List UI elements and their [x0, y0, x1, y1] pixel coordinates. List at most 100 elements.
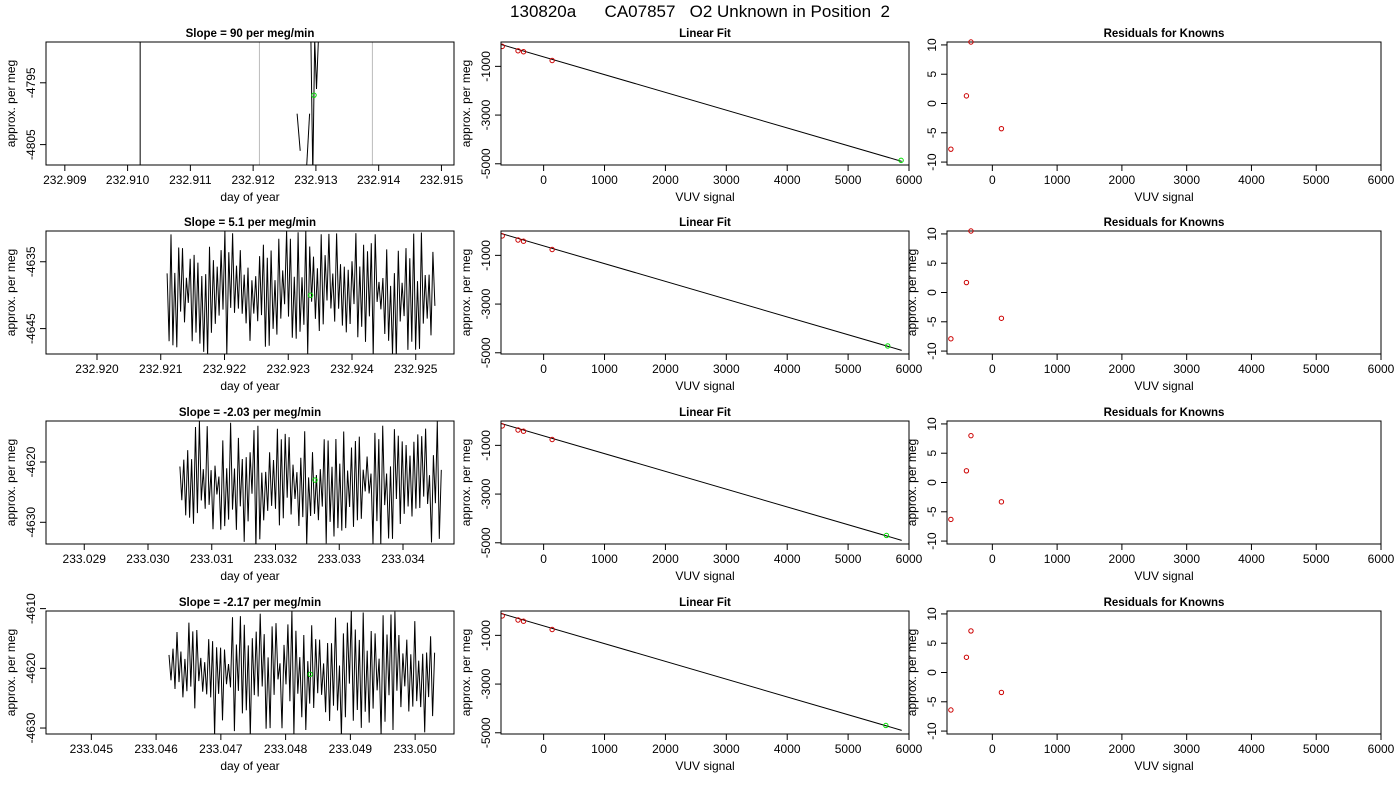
x-tick-label: 233.034 — [381, 552, 425, 566]
x-axis-label: VUV signal — [1134, 569, 1193, 583]
known-point — [520, 49, 527, 55]
y-tick-label: 10 — [925, 417, 939, 431]
residual-point — [968, 628, 974, 634]
x-tick-label: 2000 — [1109, 552, 1136, 566]
x-tick-label: 232.910 — [106, 173, 150, 187]
x-tick-label: 2000 — [652, 742, 679, 756]
y-tick-label: 0 — [925, 289, 939, 296]
fit-line — [501, 422, 902, 541]
fit-line — [501, 612, 902, 731]
y-tick-label: -4620 — [24, 653, 38, 684]
x-tick-label: 6000 — [896, 552, 923, 566]
plot-frame — [45, 420, 455, 545]
x-tick-label: 5000 — [835, 362, 862, 376]
x-tick-label: 233.045 — [70, 742, 114, 756]
known-point — [515, 237, 521, 243]
panel-title: Linear Fit — [679, 407, 731, 419]
panel-title: Slope = 90 per meg/min — [186, 28, 315, 40]
x-tick-label: 1000 — [1044, 552, 1071, 566]
x-tick-label: 3000 — [713, 173, 740, 187]
plot-area — [168, 611, 436, 734]
known-point — [501, 613, 505, 619]
unknown-point — [307, 671, 313, 677]
x-tick-label: 6000 — [1368, 742, 1395, 756]
residual-point — [948, 336, 954, 342]
x-axis-label: day of year — [220, 379, 279, 393]
y-axis-label: approx. per meg — [905, 249, 919, 336]
x-tick-label: 2000 — [652, 173, 679, 187]
unknown-point — [311, 92, 317, 98]
plot-frame — [45, 610, 455, 735]
panel-linear-fit-row-1: Linear Fit 0 1000 2000 3000 4000 5000 6000 -1000… — [459, 28, 923, 204]
x-tick-label: 6000 — [896, 173, 923, 187]
residual-point — [998, 315, 1005, 321]
unknown-point — [312, 477, 318, 483]
x-tick-label: 3000 — [1173, 552, 1200, 566]
y-tick-label: -3000 — [479, 99, 493, 130]
known-point — [549, 626, 555, 633]
y-tick-label: -5 — [925, 506, 939, 517]
x-tick-label: 3000 — [1173, 742, 1200, 756]
x-tick-label: 232.923 — [267, 362, 311, 376]
x-tick-label: 5000 — [835, 173, 862, 187]
residual-point — [963, 468, 970, 474]
residual-point — [968, 228, 974, 234]
y-axis-label: approx. per meg — [4, 249, 18, 336]
y-tick-label: -10 — [925, 342, 939, 360]
y-tick-label: -4645 — [24, 313, 38, 344]
x-tick-label: 6000 — [1368, 552, 1395, 566]
x-tick-label: 0 — [540, 552, 547, 566]
y-tick-label: -4635 — [24, 246, 38, 277]
x-tick-label: 1000 — [1044, 173, 1071, 187]
y-axis-label: approx. per meg — [4, 629, 18, 716]
x-tick-label: 3000 — [713, 362, 740, 376]
panel-residuals-row-4: Residuals for Knowns 0 1000 2000 3000 4000 500… — [905, 597, 1395, 773]
residual-point — [948, 516, 954, 523]
x-axis-label: day of year — [220, 569, 279, 583]
x-axis-label: day of year — [220, 759, 279, 773]
panel-title: Linear Fit — [679, 28, 731, 40]
x-axis-label: VUV signal — [1134, 190, 1193, 204]
y-tick-label: -5000 — [479, 148, 493, 179]
x-tick-label: 4000 — [774, 173, 801, 187]
signal-trace — [310, 42, 319, 165]
x-tick-label: 4000 — [1238, 173, 1265, 187]
known-point — [549, 436, 555, 443]
x-tick-label: 233.029 — [63, 552, 107, 566]
x-tick-label: 233.050 — [393, 742, 437, 756]
x-axis-label: VUV signal — [675, 569, 734, 583]
x-tick-label: 0 — [540, 742, 547, 756]
y-tick-label: 0 — [925, 100, 939, 107]
signal-trace — [166, 231, 436, 354]
panel-title: Slope = -2.03 per meg/min — [179, 407, 321, 419]
panel-linear-fit-row-4: Linear Fit 0 1000 2000 3000 4000 5000 6000 -1000… — [459, 597, 923, 773]
y-axis-label: approx. per meg — [905, 629, 919, 716]
plot-area — [501, 612, 902, 731]
x-tick-label: 232.915 — [420, 173, 464, 187]
x-axis-label: VUV signal — [675, 759, 734, 773]
panel-title: Residuals for Knowns — [1104, 597, 1225, 609]
signal-trace — [179, 421, 442, 544]
plot-area — [179, 421, 442, 544]
unknown-point — [883, 722, 889, 729]
fit-line — [501, 232, 902, 351]
panel-title: Linear Fit — [679, 597, 731, 609]
signal-trace — [168, 611, 436, 734]
x-tick-label: 4000 — [1238, 362, 1265, 376]
x-tick-label: 232.925 — [394, 362, 438, 376]
x-tick-label: 233.033 — [318, 552, 362, 566]
y-tick-label: 10 — [925, 38, 939, 52]
y-tick-label: -1000 — [479, 430, 493, 461]
x-tick-label: 2000 — [1109, 742, 1136, 756]
y-tick-label: 5 — [925, 450, 939, 457]
residual-point — [998, 125, 1005, 132]
known-point — [515, 48, 521, 54]
y-axis-label: approx. per meg — [4, 60, 18, 147]
known-point — [501, 233, 505, 239]
x-tick-label: 6000 — [896, 362, 923, 376]
x-tick-label: 233.031 — [190, 552, 234, 566]
residual-point — [948, 707, 954, 713]
panel-linear-fit-row-2: Linear Fit 0 1000 2000 3000 4000 5000 6000 -1000… — [459, 217, 923, 393]
y-axis-label: approx. per meg — [459, 60, 473, 147]
